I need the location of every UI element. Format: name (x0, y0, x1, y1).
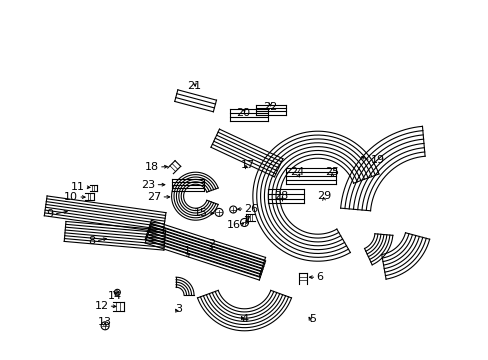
Text: 23: 23 (141, 180, 155, 190)
Text: 12: 12 (94, 301, 108, 311)
Text: 15: 15 (193, 208, 207, 219)
Text: 1: 1 (183, 246, 190, 256)
Text: 20: 20 (236, 108, 250, 118)
Text: 25: 25 (325, 167, 339, 177)
Text: 28: 28 (273, 191, 288, 201)
Text: 17: 17 (240, 160, 254, 170)
Text: 2: 2 (207, 239, 214, 249)
Text: 8: 8 (88, 236, 96, 246)
Text: 26: 26 (244, 204, 258, 214)
Text: 4: 4 (242, 314, 248, 324)
Circle shape (240, 219, 248, 226)
Text: 22: 22 (263, 102, 277, 112)
Text: 24: 24 (289, 167, 304, 177)
Circle shape (114, 289, 120, 295)
Circle shape (101, 322, 109, 330)
Text: 19: 19 (370, 155, 384, 165)
Text: 5: 5 (309, 314, 316, 324)
Circle shape (215, 208, 223, 216)
Text: 3: 3 (175, 304, 182, 314)
Text: 13: 13 (98, 317, 112, 327)
Text: 7: 7 (243, 216, 250, 226)
Text: 14: 14 (108, 291, 122, 301)
Text: 11: 11 (70, 182, 84, 192)
Text: 29: 29 (316, 191, 331, 201)
Text: 18: 18 (144, 162, 159, 172)
Text: 10: 10 (64, 192, 78, 202)
Text: 6: 6 (316, 272, 323, 282)
Text: 9: 9 (46, 209, 54, 219)
Circle shape (229, 206, 236, 213)
Text: 21: 21 (187, 81, 201, 91)
Text: 16: 16 (226, 220, 240, 230)
Text: 27: 27 (147, 192, 161, 202)
